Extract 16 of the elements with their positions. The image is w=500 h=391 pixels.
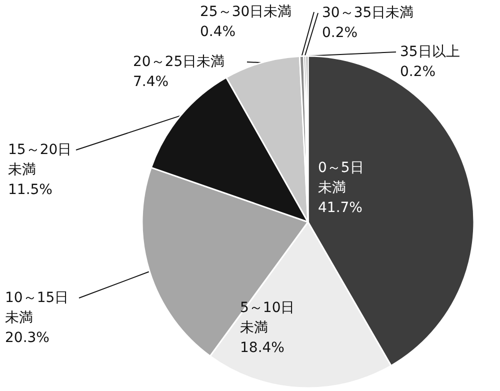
data-label: 18.4% [240, 340, 284, 356]
data-label: 0.2% [322, 25, 358, 41]
slice-label: 0～5日未満 [318, 160, 364, 196]
slice-label: 35日以上 [400, 44, 460, 60]
data-label: 7.4% [133, 74, 169, 90]
slice-label: 30～35日未満 [322, 5, 414, 21]
slice-label: 25～30日未満 [200, 4, 292, 20]
data-label: 41.7% [318, 200, 362, 216]
data-label: 11.5% [8, 182, 52, 198]
slice-label: 20～25日未満 [133, 54, 225, 70]
data-label: 0.2% [400, 64, 436, 80]
slice-label: 10～15日未満 [5, 290, 69, 326]
slice-label: 5～10日未満 [240, 300, 295, 336]
slice-label: 15～20日未満 [8, 142, 72, 178]
data-label: 20.3% [5, 330, 50, 346]
data-label: 0.4% [200, 24, 236, 40]
